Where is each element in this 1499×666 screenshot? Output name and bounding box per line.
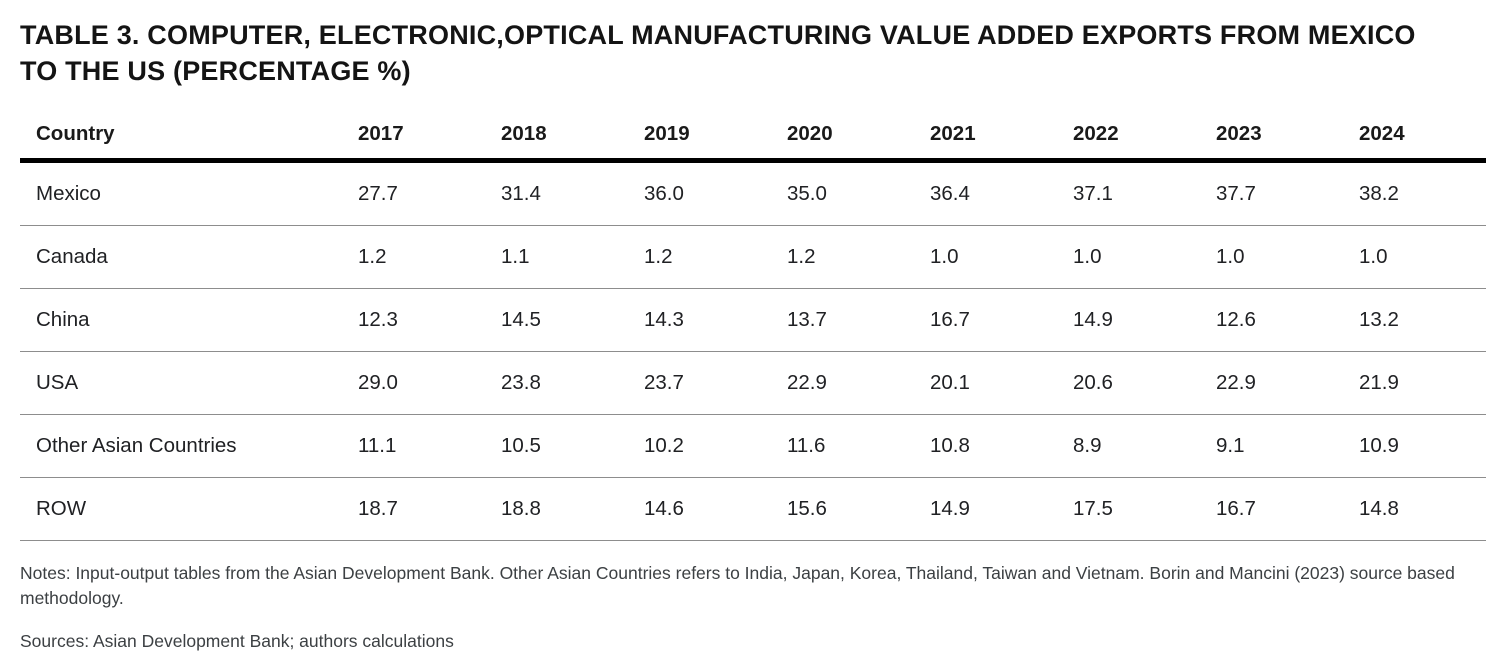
column-header-year: 2019 xyxy=(628,109,771,163)
value-cell: 14.9 xyxy=(914,477,1057,541)
value-cell: 27.7 xyxy=(342,160,485,226)
column-header-year: 2024 xyxy=(1343,109,1486,163)
value-cell: 1.2 xyxy=(628,225,771,289)
value-cell: 20.1 xyxy=(914,351,1057,415)
value-cell: 14.5 xyxy=(485,288,628,352)
value-cell: 8.9 xyxy=(1057,414,1200,478)
value-cell: 11.1 xyxy=(342,414,485,478)
value-cell: 14.8 xyxy=(1343,477,1486,541)
value-cell: 1.0 xyxy=(1200,225,1343,289)
column-header-year: 2021 xyxy=(914,109,1057,163)
value-cell: 10.8 xyxy=(914,414,1057,478)
value-cell: 1.1 xyxy=(485,225,628,289)
row-label: USA xyxy=(20,351,342,415)
value-cell: 1.0 xyxy=(1343,225,1486,289)
table-notes: Notes: Input-output tables from the Asia… xyxy=(20,562,1455,609)
value-cell: 22.9 xyxy=(1200,351,1343,415)
value-cell: 10.5 xyxy=(485,414,628,478)
value-cell: 14.3 xyxy=(628,288,771,352)
value-cell: 31.4 xyxy=(485,160,628,226)
table-row: Other Asian Countries 11.1 10.5 10.2 11.6 10.… xyxy=(20,414,1486,478)
table-sources: Sources: Asian Development Bank; authors… xyxy=(20,631,454,652)
value-cell: 37.1 xyxy=(1057,160,1200,226)
value-cell: 37.7 xyxy=(1200,160,1343,226)
value-cell: 36.4 xyxy=(914,160,1057,226)
column-header-year: 2022 xyxy=(1057,109,1200,163)
value-cell: 1.2 xyxy=(771,225,914,289)
table-title: TABLE 3. COMPUTER, ELECTRONIC,OPTICAL MA… xyxy=(20,20,1416,86)
value-cell: 10.2 xyxy=(628,414,771,478)
column-header-year: 2017 xyxy=(342,109,485,163)
value-cell: 10.9 xyxy=(1343,414,1486,478)
column-header-year: 2020 xyxy=(771,109,914,163)
value-cell: 14.9 xyxy=(1057,288,1200,352)
value-cell: 36.0 xyxy=(628,160,771,226)
value-cell: 11.6 xyxy=(771,414,914,478)
value-cell: 18.7 xyxy=(342,477,485,541)
row-label: China xyxy=(20,288,342,352)
table-row: ROW 18.7 18.8 14.6 15.6 14.9 17.5 16.7 14.8 xyxy=(20,477,1486,541)
row-label: Canada xyxy=(20,225,342,289)
table-header-row: Country 2017 2018 2019 2020 2021 2022 2023 2024 xyxy=(20,109,1486,163)
value-cell: 35.0 xyxy=(771,160,914,226)
value-added-exports-table: Country 2017 2018 2019 2020 2021 2022 2023 2024 … xyxy=(20,109,1486,541)
value-cell: 12.3 xyxy=(342,288,485,352)
value-cell: 17.5 xyxy=(1057,477,1200,541)
value-cell: 22.9 xyxy=(771,351,914,415)
table-body: Mexico 27.7 31.4 36.0 35.0 36.4 37.1 37.7 38.2 Ca… xyxy=(20,160,1486,541)
value-cell: 15.6 xyxy=(771,477,914,541)
column-header-year: 2023 xyxy=(1200,109,1343,163)
value-cell: 18.8 xyxy=(485,477,628,541)
table-row: USA 29.0 23.8 23.7 22.9 20.1 20.6 22.9 21.9 xyxy=(20,351,1486,415)
value-cell: 1.2 xyxy=(342,225,485,289)
column-header-year: 2018 xyxy=(485,109,628,163)
value-cell: 38.2 xyxy=(1343,160,1486,226)
table-row: Mexico 27.7 31.4 36.0 35.0 36.4 37.1 37.7 38.2 xyxy=(20,160,1486,226)
value-cell: 1.0 xyxy=(914,225,1057,289)
value-cell: 20.6 xyxy=(1057,351,1200,415)
value-cell: 13.7 xyxy=(771,288,914,352)
value-cell: 1.0 xyxy=(1057,225,1200,289)
value-cell: 9.1 xyxy=(1200,414,1343,478)
value-cell: 23.7 xyxy=(628,351,771,415)
value-cell: 16.7 xyxy=(1200,477,1343,541)
value-cell: 29.0 xyxy=(342,351,485,415)
table-header: Country 2017 2018 2019 2020 2021 2022 2023 2024 xyxy=(20,109,1486,163)
row-label: ROW xyxy=(20,477,342,541)
table-row: Canada 1.2 1.1 1.2 1.2 1.0 1.0 1.0 1.0 xyxy=(20,225,1486,289)
table-row: China 12.3 14.5 14.3 13.7 16.7 14.9 12.6 13.2 xyxy=(20,288,1486,352)
value-cell: 14.6 xyxy=(628,477,771,541)
value-cell: 16.7 xyxy=(914,288,1057,352)
row-label: Mexico xyxy=(20,160,342,226)
value-cell: 13.2 xyxy=(1343,288,1486,352)
row-label: Other Asian Countries xyxy=(20,414,342,478)
value-cell: 12.6 xyxy=(1200,288,1343,352)
value-cell: 21.9 xyxy=(1343,351,1486,415)
value-cell: 23.8 xyxy=(485,351,628,415)
column-header-country: Country xyxy=(20,109,342,163)
